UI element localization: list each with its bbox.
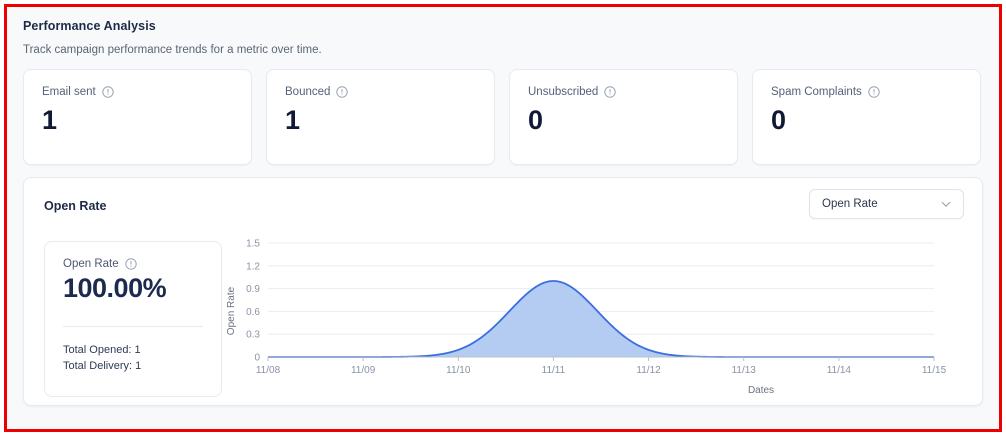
open-rate-body: Open Rate 100.00%: [24, 219, 982, 401]
stat-label-row: Bounced: [285, 86, 476, 98]
stat-card-email-sent: Email sent 1: [23, 69, 252, 165]
open-rate-header: Open Rate Open Rate: [24, 178, 982, 219]
y-axis-title: Open Rate: [226, 286, 237, 335]
stat-label-row: Unsubscribed: [528, 86, 719, 98]
stat-card-bounced: Bounced 1: [266, 69, 495, 165]
info-icon[interactable]: [868, 86, 880, 98]
y-gridlines: [268, 242, 934, 335]
y-tick-label: 1.5: [246, 239, 260, 250]
stat-value: 1: [42, 105, 58, 135]
x-tick-label: 11/11: [542, 365, 566, 376]
x-tick-marks: [267, 357, 935, 361]
stat-value: 0: [771, 105, 787, 135]
stat-card-spam-complaints: Spam Complaints 0: [752, 69, 981, 165]
total-delivery: Total Delivery: 1: [63, 359, 142, 372]
info-icon[interactable]: [336, 86, 349, 98]
metric-selector[interactable]: Open Rate: [809, 189, 964, 219]
open-rate-chart: Open Rate 0 0.3 0.6 0.9 1.2 1.5 11/08 1: [222, 233, 982, 401]
y-tick-label: 0.9: [246, 284, 260, 295]
y-tick-label: 0: [254, 353, 260, 364]
y-tick-labels: 0 0.3 0.6 0.9 1.2 1.5: [246, 239, 260, 364]
stat-label-row: Email sent: [42, 86, 233, 98]
page-title: Performance Analysis: [23, 19, 156, 33]
metric-value: 100.00%: [63, 273, 167, 303]
stat-value: 1: [285, 105, 301, 135]
performance-analysis-panel: Performance Analysis Track campaign perf…: [4, 4, 1002, 432]
metric-selector-value: Open Rate: [822, 198, 878, 210]
open-rate-card: Open Rate Open Rate Open Rate: [23, 177, 983, 406]
stat-label-row: Spam Complaints: [771, 86, 962, 98]
stat-label: Unsubscribed: [528, 86, 599, 98]
x-tick-label: 11/14: [827, 365, 852, 376]
x-axis-title: Dates: [748, 385, 774, 396]
stat-label: Bounced: [285, 86, 331, 98]
y-tick-label: 0.6: [246, 307, 260, 318]
x-tick-label: 11/13: [732, 365, 757, 376]
info-icon[interactable]: [101, 86, 114, 98]
stat-label: Spam Complaints: [771, 86, 862, 98]
x-tick-label: 11/09: [351, 365, 376, 376]
page-subtitle: Track campaign performance trends for a …: [23, 44, 322, 56]
info-icon[interactable]: [124, 258, 137, 270]
x-tick-labels: 11/08 11/09 11/10 11/11 11/12 11/13 11/14 11/15: [256, 365, 947, 376]
chevron-down-icon: [940, 198, 952, 210]
stat-card-row: Email sent 1 Bounced: [23, 69, 987, 165]
chart-area-fill: [268, 281, 934, 357]
total-opened: Total Opened: 1: [63, 343, 141, 356]
x-tick-label: 11/10: [446, 365, 471, 376]
panel-inner: Performance Analysis Track campaign perf…: [7, 7, 999, 429]
y-tick-label: 0.3: [246, 330, 260, 341]
open-rate-title: Open Rate: [44, 199, 107, 213]
metric-label-row: Open Rate: [63, 258, 205, 270]
chart-svg: Open Rate 00.30.60.91.21.5 11/08 1: [226, 239, 947, 397]
x-tick-label: 11/12: [636, 365, 661, 376]
stat-card-unsubscribed: Unsubscribed 0: [509, 69, 738, 165]
metric-divider: [63, 325, 203, 327]
y-tick-label: 1.2: [246, 261, 260, 272]
stat-value: 0: [528, 105, 544, 135]
x-tick-label: 11/08: [256, 365, 281, 376]
metric-label: Open Rate: [63, 258, 119, 270]
x-tick-label: 11/15: [922, 365, 947, 376]
info-icon[interactable]: [604, 86, 617, 98]
stat-label: Email sent: [42, 86, 96, 98]
open-rate-metric-card: Open Rate 100.00%: [44, 241, 222, 397]
metric-totals: Total Opened: 1 Total Delivery: 1: [63, 343, 205, 375]
